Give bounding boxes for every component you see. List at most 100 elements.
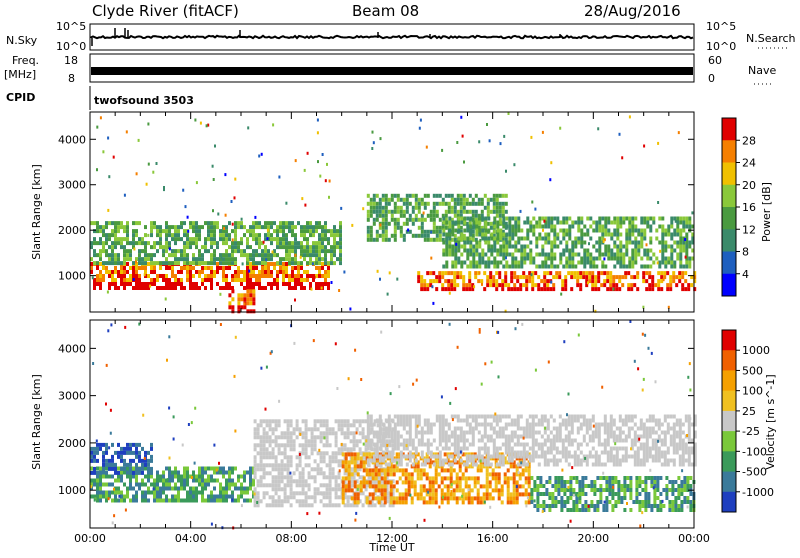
echo-cell bbox=[308, 427, 311, 431]
echo-cell bbox=[344, 435, 347, 439]
echo-cell bbox=[531, 273, 533, 276]
echo-cell bbox=[463, 245, 466, 249]
echo-cell bbox=[228, 257, 231, 261]
echo-cell bbox=[466, 423, 469, 427]
echo-cell bbox=[378, 500, 381, 504]
echo-cell bbox=[234, 261, 237, 265]
echo-cell bbox=[299, 427, 302, 431]
echo-cell bbox=[595, 423, 598, 427]
echo-cell bbox=[329, 455, 332, 459]
echo-cell bbox=[559, 221, 562, 225]
echo-cell bbox=[138, 455, 141, 459]
echo-cell bbox=[219, 293, 221, 296]
echo-cell bbox=[507, 476, 510, 480]
echo-cell bbox=[403, 210, 406, 214]
echo-cell bbox=[630, 287, 633, 291]
echo-cell bbox=[378, 484, 381, 488]
echo-cell bbox=[117, 237, 120, 241]
echo-cell bbox=[532, 443, 535, 447]
echo-cell bbox=[459, 488, 462, 492]
echo-cell bbox=[353, 439, 356, 443]
echo-cell bbox=[353, 447, 356, 451]
echo-cell bbox=[123, 471, 126, 475]
echo-cell bbox=[630, 283, 633, 287]
echo-cell bbox=[285, 266, 288, 270]
echo-cell bbox=[320, 483, 323, 487]
echo-cell bbox=[670, 221, 673, 225]
echo-cell bbox=[183, 253, 186, 257]
echo-cell bbox=[432, 492, 435, 496]
echo-cell bbox=[622, 221, 625, 225]
echo-cell bbox=[150, 491, 153, 495]
echo-cell bbox=[469, 443, 472, 447]
echo-cell bbox=[591, 271, 594, 275]
echo-cell bbox=[457, 237, 460, 241]
echo-cell bbox=[117, 286, 120, 290]
echo-cell bbox=[96, 451, 99, 455]
echo-cell bbox=[559, 435, 562, 439]
echo-cell bbox=[342, 500, 345, 504]
echo-cell bbox=[276, 229, 279, 233]
echo-cell bbox=[126, 487, 129, 491]
echo-cell bbox=[516, 287, 519, 291]
echo-cell bbox=[326, 483, 329, 487]
echo-cell bbox=[627, 271, 630, 275]
echo-cell bbox=[132, 261, 135, 265]
echo-cell bbox=[120, 451, 123, 455]
echo-cell bbox=[613, 257, 616, 261]
echo-cell bbox=[423, 496, 426, 500]
echo-cell bbox=[375, 476, 378, 480]
echo-cell bbox=[478, 221, 481, 225]
echo-cell bbox=[321, 266, 324, 270]
echo-cell bbox=[300, 282, 303, 286]
echo-cell bbox=[379, 439, 382, 443]
echo-cell bbox=[463, 210, 466, 214]
echo-cell bbox=[272, 487, 275, 491]
echo-cell bbox=[135, 447, 138, 451]
echo-cell bbox=[517, 217, 520, 221]
echo-cell bbox=[397, 423, 400, 427]
echo-cell bbox=[547, 439, 550, 443]
echo-cell bbox=[198, 479, 201, 483]
echo-cell bbox=[688, 261, 691, 265]
echo-cell bbox=[198, 491, 201, 495]
echo-cell bbox=[240, 483, 243, 487]
echo-cell bbox=[314, 487, 317, 491]
echo-cell bbox=[249, 245, 252, 249]
echo-cell bbox=[372, 492, 375, 496]
echo-cell bbox=[484, 447, 487, 451]
echo-cell bbox=[138, 483, 141, 487]
echo-cell bbox=[411, 480, 414, 484]
echo-cell bbox=[234, 221, 237, 225]
echo-cell bbox=[589, 455, 592, 459]
echo-cell bbox=[314, 459, 317, 463]
echo-cell bbox=[475, 210, 478, 214]
echo-cell bbox=[457, 451, 460, 455]
echo-cell bbox=[341, 423, 344, 427]
echo-cell bbox=[459, 480, 462, 484]
echo-cell bbox=[150, 447, 153, 451]
echo-cell bbox=[390, 468, 393, 472]
echo-cell bbox=[260, 467, 263, 471]
echo-cell bbox=[285, 270, 288, 274]
echo-cell bbox=[462, 500, 465, 504]
echo-cell bbox=[261, 225, 264, 229]
echo-cell bbox=[228, 237, 231, 241]
echo-cell bbox=[234, 196, 236, 199]
echo-cell bbox=[314, 439, 317, 443]
echo-cell bbox=[646, 243, 648, 246]
echo-cell bbox=[619, 257, 622, 261]
echo-cell bbox=[216, 495, 219, 499]
echo-cell bbox=[411, 476, 414, 480]
echo-cell bbox=[255, 278, 258, 282]
echo-cell bbox=[126, 475, 129, 479]
echo-cell bbox=[525, 492, 528, 496]
echo-cell bbox=[508, 265, 511, 269]
echo-cell bbox=[281, 435, 284, 439]
echo-cell bbox=[403, 415, 406, 419]
echo-cell bbox=[484, 459, 487, 463]
echo-cell bbox=[595, 257, 598, 261]
echo-cell bbox=[360, 460, 363, 464]
echo-cell bbox=[592, 221, 595, 225]
echo-cell bbox=[400, 234, 403, 238]
